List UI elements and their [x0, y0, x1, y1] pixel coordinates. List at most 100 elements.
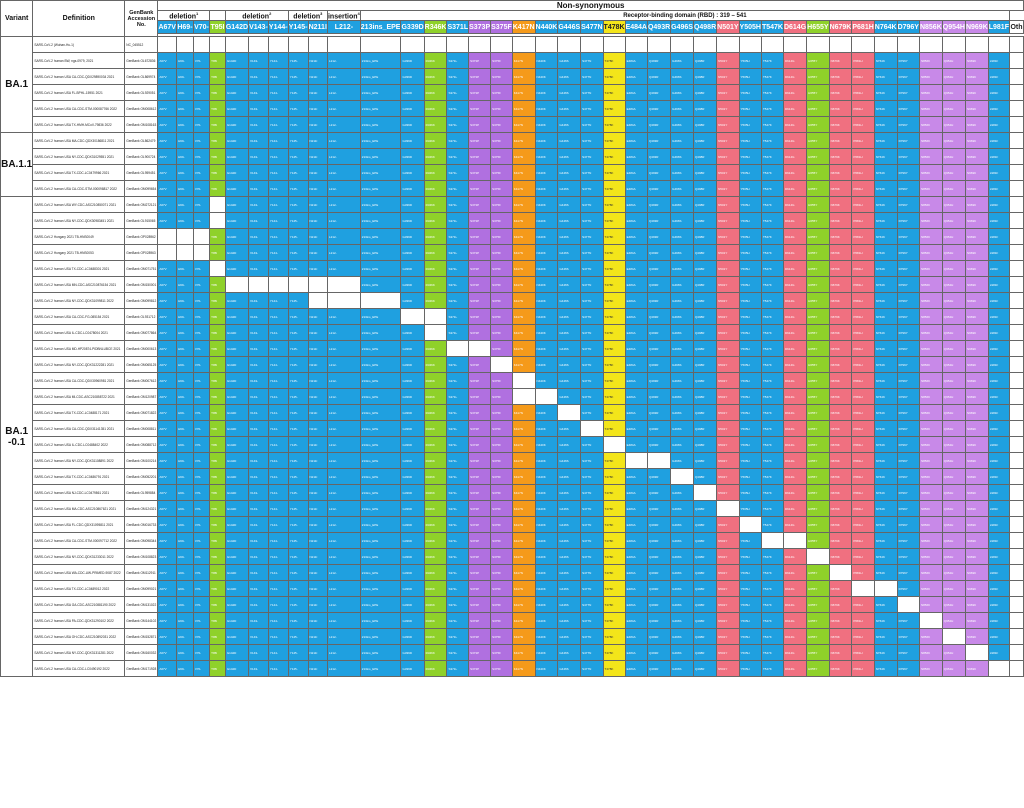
- mutation-cell: Q493R: [646, 532, 672, 550]
- mutation-cell: N856K: [918, 516, 943, 534]
- mutation-cell-text: Q954H: [943, 618, 954, 623]
- mutation-cell: Y145-: [287, 468, 309, 486]
- mutation-cell: Q493R: [646, 468, 672, 486]
- mutation-cell-text: P681H: [853, 138, 863, 143]
- mutation-cell-text: G339D: [402, 378, 412, 383]
- mutation-cell-text: S373P: [470, 506, 480, 511]
- mutation-cell: L981F: [987, 580, 1010, 598]
- mutation-cell-text: G496S: [672, 186, 682, 191]
- table-row: SARS-CoV-2 human USA CA-CDC-QDX30960981 …: [1, 372, 1024, 390]
- mutation-cell: V70-: [192, 564, 211, 582]
- mutation-cell: G142D: [224, 340, 250, 358]
- mutation-cell: Q954H: [941, 340, 966, 358]
- mutation-cell-text: L212-: [328, 234, 337, 239]
- mutation-cell: Y144-: [267, 596, 289, 614]
- mutation-cell: Q498R: [692, 164, 718, 182]
- mutation-cell-text: L212-: [328, 186, 337, 191]
- mutation-cell-text: E484A: [626, 330, 636, 335]
- mutation-cell-text: Q498R: [694, 458, 705, 463]
- mutation-cell-text: Y145-: [289, 106, 298, 111]
- mutation-cell: [692, 484, 718, 502]
- mutation-cell-text: V70-: [194, 330, 202, 335]
- mutation-cell-text: R346K: [425, 202, 435, 207]
- mutation-cell-text: N679K: [830, 266, 840, 271]
- mutation-cell: R346K: [423, 404, 448, 422]
- mutation-cell: N211I: [307, 372, 328, 390]
- mutation-cell: Q493R: [646, 308, 672, 326]
- mutation-cell-text: Y505H: [740, 298, 750, 303]
- mutation-cell: Y505H: [738, 324, 762, 342]
- mutation-cell-text: S375F: [492, 522, 501, 527]
- mutation-cell: G339D: [400, 100, 425, 118]
- mutation-cell: N764K: [873, 388, 898, 406]
- mutation-cell-text: G446S: [559, 490, 569, 495]
- mutation-cell: V143-: [248, 452, 269, 470]
- mutation-cell: V70-: [192, 532, 211, 550]
- mutation-cell: D796Y: [896, 420, 920, 438]
- mutation-cell-text: K417N: [513, 218, 523, 223]
- mutation-cell-text: S373P: [470, 202, 480, 207]
- mutation-cell: 213ins_EPE: [359, 356, 402, 374]
- mutation-cell-text: T547K: [762, 218, 772, 223]
- mutation-cell: R346K: [423, 100, 448, 118]
- mutation-cell: D796Y: [896, 196, 920, 214]
- mutation-cell-text: S371L: [448, 202, 458, 207]
- mutation-cell-text: T547K: [762, 586, 772, 591]
- mutation-cell-text: N969K: [966, 586, 977, 591]
- mutation-cell-text: G446S: [559, 330, 569, 335]
- mutation-cell: L212-: [326, 388, 361, 406]
- mutation-cell: T95I: [209, 420, 226, 438]
- mutation-cell-text: D614G: [784, 330, 795, 335]
- mutation-cell-text: R346K: [425, 362, 435, 367]
- mutation-cell: H655Y: [806, 532, 830, 550]
- mutation-cell: S477N: [580, 372, 604, 390]
- mutation-cell-text: Q498R: [694, 282, 705, 287]
- sequence-definition: SARS-CoV-2 human USA IL-CDC-LC0488402 20…: [32, 436, 126, 454]
- mutation-cell-text: T95I: [211, 234, 218, 239]
- mutation-cell: L212-: [326, 308, 361, 326]
- mutation-cell-text: K417N: [513, 170, 523, 175]
- mutation-cell-text: T478K: [604, 154, 614, 159]
- mutation-cell: [176, 228, 194, 246]
- mutation-cell: 213ins_EPE: [359, 484, 402, 502]
- mutation-cell-text: L212-: [328, 618, 337, 623]
- mutation-cell-text: T95I: [211, 474, 218, 479]
- mutation-cell-text: N969K: [966, 458, 977, 463]
- mutation-cell: V143-: [248, 84, 269, 102]
- mutation-cell: T478K: [602, 628, 626, 646]
- mutation-cell-text: T95I: [211, 458, 218, 463]
- mutation-cell: G142D: [224, 196, 250, 214]
- mutation-cell: Y144-: [267, 212, 289, 230]
- mutation-cell-text: T547K: [762, 362, 772, 367]
- mutation-cell: S477N: [580, 244, 604, 262]
- mutation-cell-text: T95I: [211, 554, 218, 559]
- mutation-cell-text: Q954H: [943, 90, 954, 95]
- mutation-cell-text: N440K: [536, 410, 546, 415]
- mutation-cell-text: P681H: [853, 538, 863, 543]
- mutation-cell: N440K: [534, 452, 559, 470]
- accession-number: GenBank OM099021: [124, 580, 159, 598]
- mutation-cell: Q493R: [646, 84, 672, 102]
- mutation-cell: L981F: [987, 436, 1010, 454]
- mutation-cell: P681H: [851, 276, 875, 294]
- mutation-cell-text: Q493R: [648, 186, 659, 191]
- mutation-cell-text: G339D: [402, 618, 412, 623]
- mutation-cell: G496S: [670, 580, 694, 598]
- sequence-definition: SARS-CoV-2 human USA IL-CDC-LC0478004 20…: [32, 324, 126, 342]
- mutation-cell: N440K: [534, 324, 559, 342]
- mutation-cell-text: Q493R: [648, 426, 659, 431]
- mutation-cell-text: S371L: [448, 90, 458, 95]
- mutation-cell: T478K: [602, 468, 626, 486]
- mutation-cell-text: N679K: [830, 298, 840, 303]
- mutation-cell-text: T478K: [604, 234, 614, 239]
- mutation-cell: T478K: [602, 148, 626, 166]
- mutation-cell: G142D: [224, 84, 250, 102]
- mutation-cell-text: S375F: [492, 170, 501, 175]
- mutation-cell-text: N440K: [536, 218, 546, 223]
- mutation-cell: L212-: [326, 52, 361, 70]
- mutation-cell-text: D614G: [784, 650, 795, 655]
- mutation-cell-text: S375F: [492, 154, 501, 159]
- mutation-cell-text: T547K: [762, 650, 772, 655]
- mutation-cell-text: 213ins_EPE: [361, 154, 379, 159]
- mutation-cell-text: A67V: [159, 426, 167, 431]
